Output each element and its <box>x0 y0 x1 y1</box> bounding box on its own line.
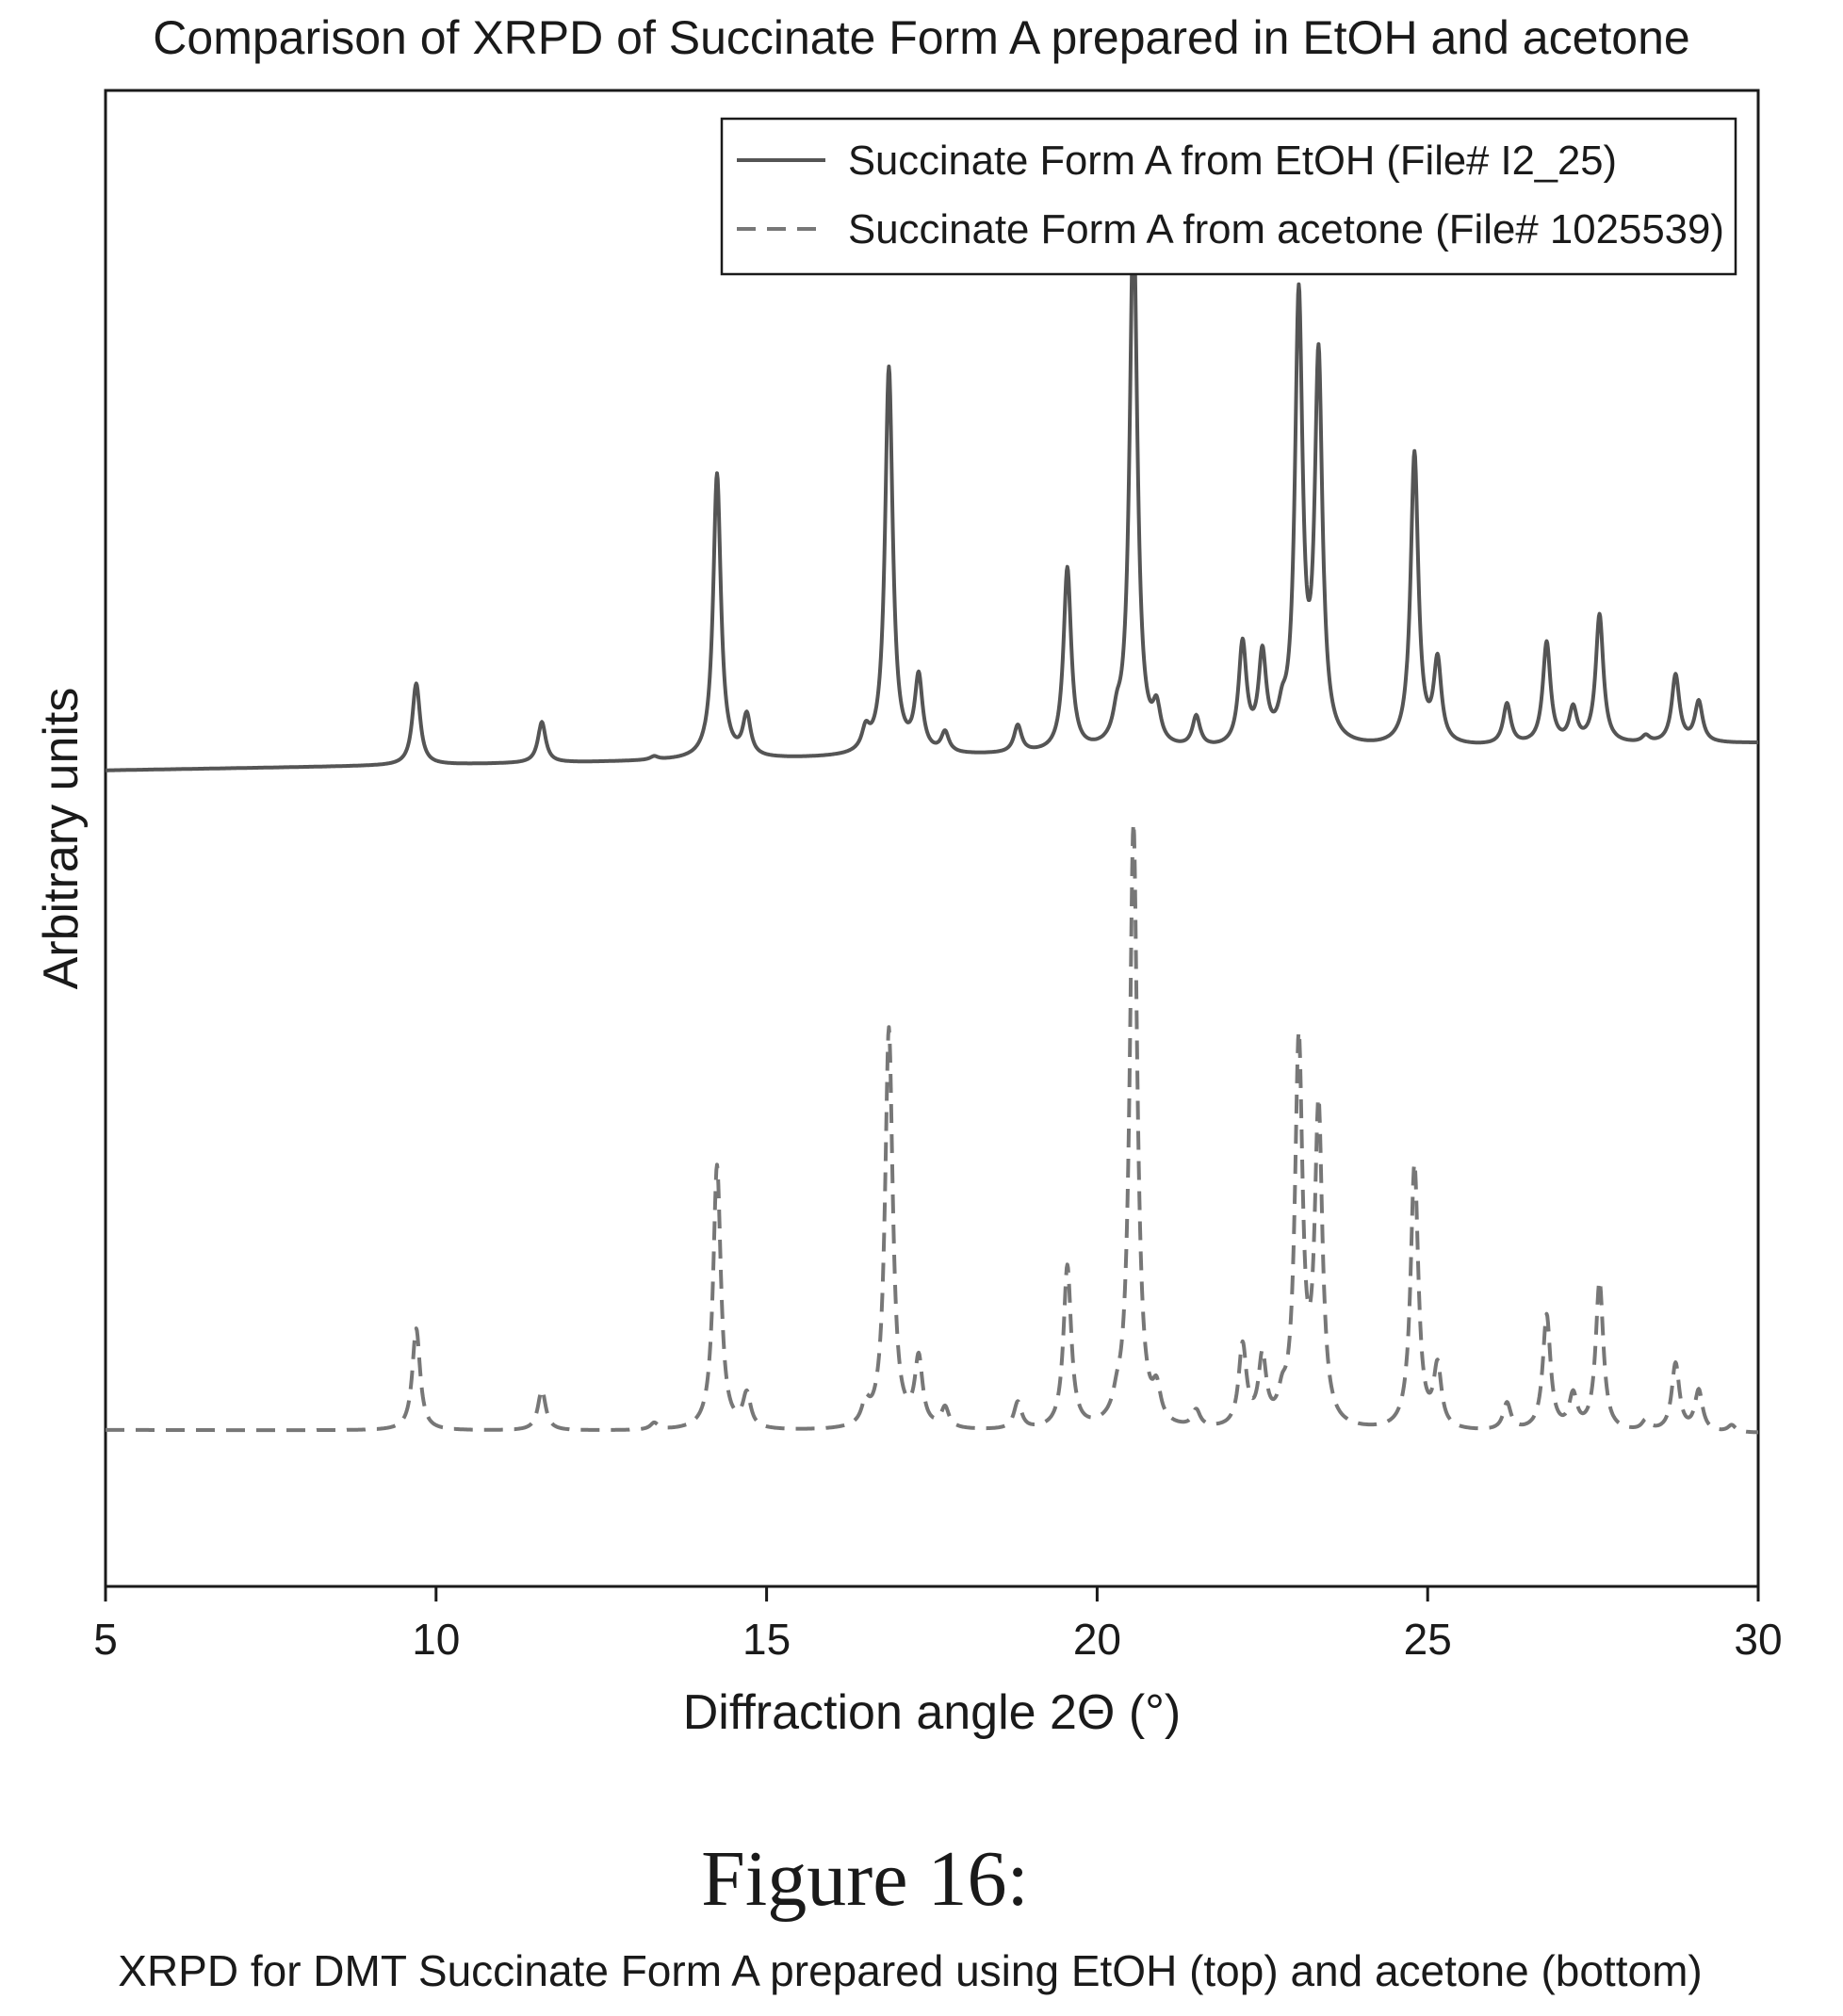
legend-label-ethanol: Succinate Form A from EtOH (File# I2_25) <box>848 138 1617 184</box>
x-tick-label: 15 <box>742 1615 791 1664</box>
legend-box <box>720 117 1737 276</box>
x-tick-label: 10 <box>412 1615 460 1664</box>
x-tick-label: 20 <box>1073 1615 1121 1664</box>
series-line-ethanol <box>104 209 1760 772</box>
y-axis-label: Arbitrary units <box>34 688 89 990</box>
legend: Succinate Form A from EtOH (File# I2_25)… <box>720 117 1737 276</box>
figure-number: Figure 16: <box>701 1835 1029 1923</box>
series-line-acetone <box>104 821 1760 1435</box>
legend-label-acetone: Succinate Form A from acetone (File# 102… <box>848 206 1724 252</box>
x-axis: 5 10 15 20 25 30 <box>93 1586 1783 1664</box>
series-layer <box>104 209 1760 1435</box>
x-tick-label: 25 <box>1404 1615 1452 1664</box>
x-tick-label: 30 <box>1734 1615 1782 1664</box>
x-tick-label: 5 <box>93 1615 118 1664</box>
chart-title: Comparison of XRPD of Succinate Form A p… <box>153 11 1689 64</box>
figure-caption: XRPD for DMT Succinate Form A prepared u… <box>118 1946 1702 1995</box>
plot-frame <box>104 89 1760 1588</box>
x-axis-label: Diffraction angle 2Θ (°) <box>683 1685 1182 1740</box>
